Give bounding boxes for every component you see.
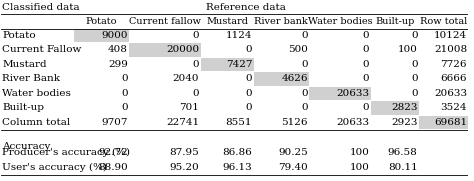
Text: 0: 0 [192,60,199,69]
FancyBboxPatch shape [201,58,254,71]
Text: 0: 0 [363,103,369,112]
Text: 3524: 3524 [440,103,467,112]
Text: Built-up: Built-up [2,103,45,112]
Text: 88.90: 88.90 [98,163,128,172]
Text: 87.95: 87.95 [169,148,199,157]
Text: 100: 100 [349,148,369,157]
Text: Built-up: Built-up [375,17,414,26]
Text: 0: 0 [411,31,418,40]
Text: 0: 0 [246,45,252,54]
Text: 92.72: 92.72 [98,148,128,157]
Text: Water bodies: Water bodies [308,17,372,26]
Text: 0: 0 [246,74,252,83]
Text: 6666: 6666 [440,74,467,83]
Text: 2040: 2040 [173,74,199,83]
Text: 0: 0 [192,89,199,98]
Text: 100: 100 [398,45,418,54]
Text: Reference data: Reference data [207,3,286,12]
Text: 96.58: 96.58 [388,148,418,157]
Text: 9707: 9707 [101,118,128,127]
Text: 86.86: 86.86 [222,148,252,157]
Text: 0: 0 [363,74,369,83]
Text: 0: 0 [363,31,369,40]
Text: Water bodies: Water bodies [2,89,71,98]
Text: 96.13: 96.13 [222,163,252,172]
Text: 0: 0 [411,74,418,83]
Text: 0: 0 [246,89,252,98]
Text: 0: 0 [246,103,252,112]
Text: 299: 299 [108,60,128,69]
Text: 20633: 20633 [336,89,369,98]
Text: Accuracy: Accuracy [2,142,51,151]
Text: 4626: 4626 [281,74,308,83]
FancyBboxPatch shape [74,29,129,42]
Text: 0: 0 [301,60,308,69]
Text: Row total: Row total [420,17,467,26]
Text: 20633: 20633 [434,89,467,98]
Text: User's accuracy (%): User's accuracy (%) [2,163,107,172]
Text: 69681: 69681 [434,118,467,127]
Text: 8551: 8551 [226,118,252,127]
FancyBboxPatch shape [129,43,201,57]
Text: 5126: 5126 [281,118,308,127]
FancyBboxPatch shape [419,116,468,129]
Text: 0: 0 [301,103,308,112]
Text: 79.40: 79.40 [278,163,308,172]
Text: 100: 100 [349,163,369,172]
Text: 0: 0 [121,103,128,112]
Text: 0: 0 [301,89,308,98]
Text: Potato: Potato [86,17,117,26]
Text: 7427: 7427 [226,60,252,69]
Text: 0: 0 [363,45,369,54]
Text: 0: 0 [301,31,308,40]
Text: Producer's accuracy (%): Producer's accuracy (%) [2,148,130,157]
Text: Potato: Potato [2,31,36,40]
Text: 2923: 2923 [391,118,418,127]
Text: River Bank: River Bank [2,74,60,83]
FancyBboxPatch shape [254,72,309,86]
Text: 2823: 2823 [391,103,418,112]
Text: Classified data: Classified data [2,3,80,12]
Text: 500: 500 [288,45,308,54]
Text: Current fallow: Current fallow [129,17,201,26]
Text: 21008: 21008 [434,45,467,54]
Text: Column total: Column total [2,118,71,127]
Text: 20633: 20633 [336,118,369,127]
Text: 9000: 9000 [101,31,128,40]
Text: Current Fallow: Current Fallow [2,45,82,54]
FancyBboxPatch shape [309,87,371,100]
Text: 0: 0 [121,89,128,98]
Text: 95.20: 95.20 [169,163,199,172]
Text: 90.25: 90.25 [278,148,308,157]
Text: 0: 0 [411,60,418,69]
FancyBboxPatch shape [371,101,419,115]
Text: River bank: River bank [255,17,308,26]
Text: 1124: 1124 [226,31,252,40]
Text: 0: 0 [363,60,369,69]
Text: 701: 701 [179,103,199,112]
Text: 7726: 7726 [440,60,467,69]
Text: 0: 0 [192,31,199,40]
Text: 10124: 10124 [434,31,467,40]
Text: 0: 0 [121,74,128,83]
Text: Mustard: Mustard [206,17,248,26]
Text: 0: 0 [411,89,418,98]
Text: 408: 408 [108,45,128,54]
Text: Mustard: Mustard [2,60,47,69]
Text: 22741: 22741 [166,118,199,127]
Text: 20000: 20000 [166,45,199,54]
Text: 80.11: 80.11 [388,163,418,172]
